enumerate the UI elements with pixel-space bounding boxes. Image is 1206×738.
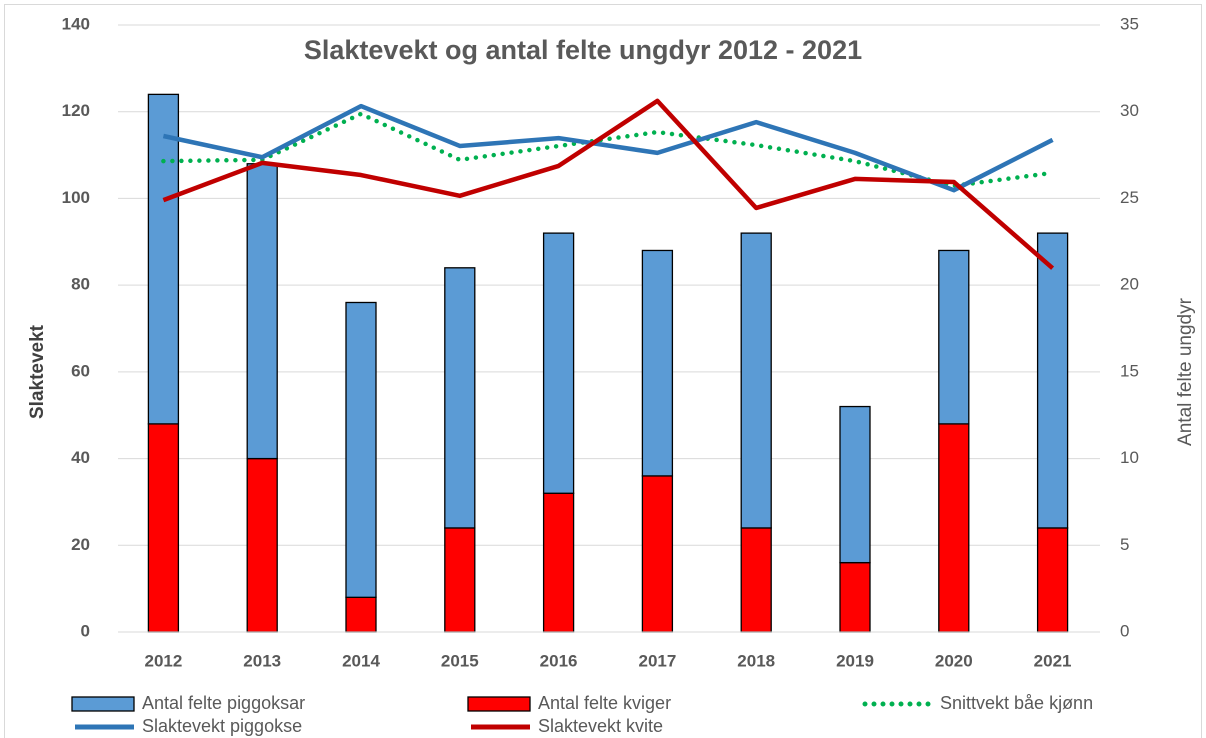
y-tick-label: 140 [62,14,90,33]
bar [740,527,772,633]
bar [1036,527,1069,633]
bar [444,527,476,633]
bar [938,249,970,425]
bar [542,492,575,633]
y2-tick-label: 30 [1120,101,1139,120]
bar [246,163,278,460]
x-tick-label: 2012 [144,651,182,670]
bar [542,232,575,494]
y2-tick-label: 35 [1120,14,1139,33]
x-tick-label: 2017 [638,651,676,670]
y2-tick-label: 10 [1120,448,1139,467]
bar [740,232,772,529]
bar [641,249,674,477]
line-series [162,103,1054,193]
y2-axis-title: Antal felte ungdyr [1175,297,1196,446]
x-tick-label: 2016 [540,651,578,670]
line-series [162,98,1055,270]
y-tick-label: 20 [71,535,90,554]
y-tick-label: 0 [81,621,90,640]
y-tick-label: 40 [71,448,90,467]
bar [839,405,871,564]
chart-border [4,4,1202,738]
y-tick-label: 100 [62,188,90,207]
bar [641,475,674,633]
grid [118,24,1100,633]
legend-label: Slaktevekt kvite [538,716,663,736]
y-tick-label: 120 [62,101,90,120]
y2-tick-label: 15 [1120,361,1139,380]
y-tick-label: 80 [71,275,90,294]
legend-label: Antal felte piggoksar [142,693,305,713]
x-tick-label: 2015 [441,651,479,670]
x-tick-label: 2013 [243,651,281,670]
bar [246,457,278,633]
bar [1036,232,1069,529]
bar [345,301,377,598]
y-axis-title: Slaktevekt [27,324,48,419]
bar [444,267,476,529]
y2-tick-label: 20 [1120,275,1139,294]
x-tick-label: 2019 [836,651,874,670]
legend-swatch [71,696,135,712]
bar [345,596,377,633]
x-tick-label: 2014 [342,651,380,670]
x-tick-label: 2020 [935,651,973,670]
y-tick-label: 60 [71,361,90,380]
y2-tick-label: 5 [1120,535,1129,554]
chart-title: Slaktevekt og antal felte ungdyr 2012 - … [304,35,862,65]
bar [938,423,970,633]
x-tick-label: 2021 [1034,651,1072,670]
bar [839,561,871,633]
bar [147,423,180,633]
legend-swatch [467,696,531,712]
legend-label: Snittvekt båe kjønn [940,693,1093,713]
y2-tick-label: 0 [1120,621,1129,640]
legend-label: Slaktevekt piggokse [142,716,302,736]
bar [147,93,180,425]
x-tick-label: 2018 [737,651,775,670]
legend-label: Antal felte kviger [538,693,671,713]
y2-tick-label: 25 [1120,188,1139,207]
